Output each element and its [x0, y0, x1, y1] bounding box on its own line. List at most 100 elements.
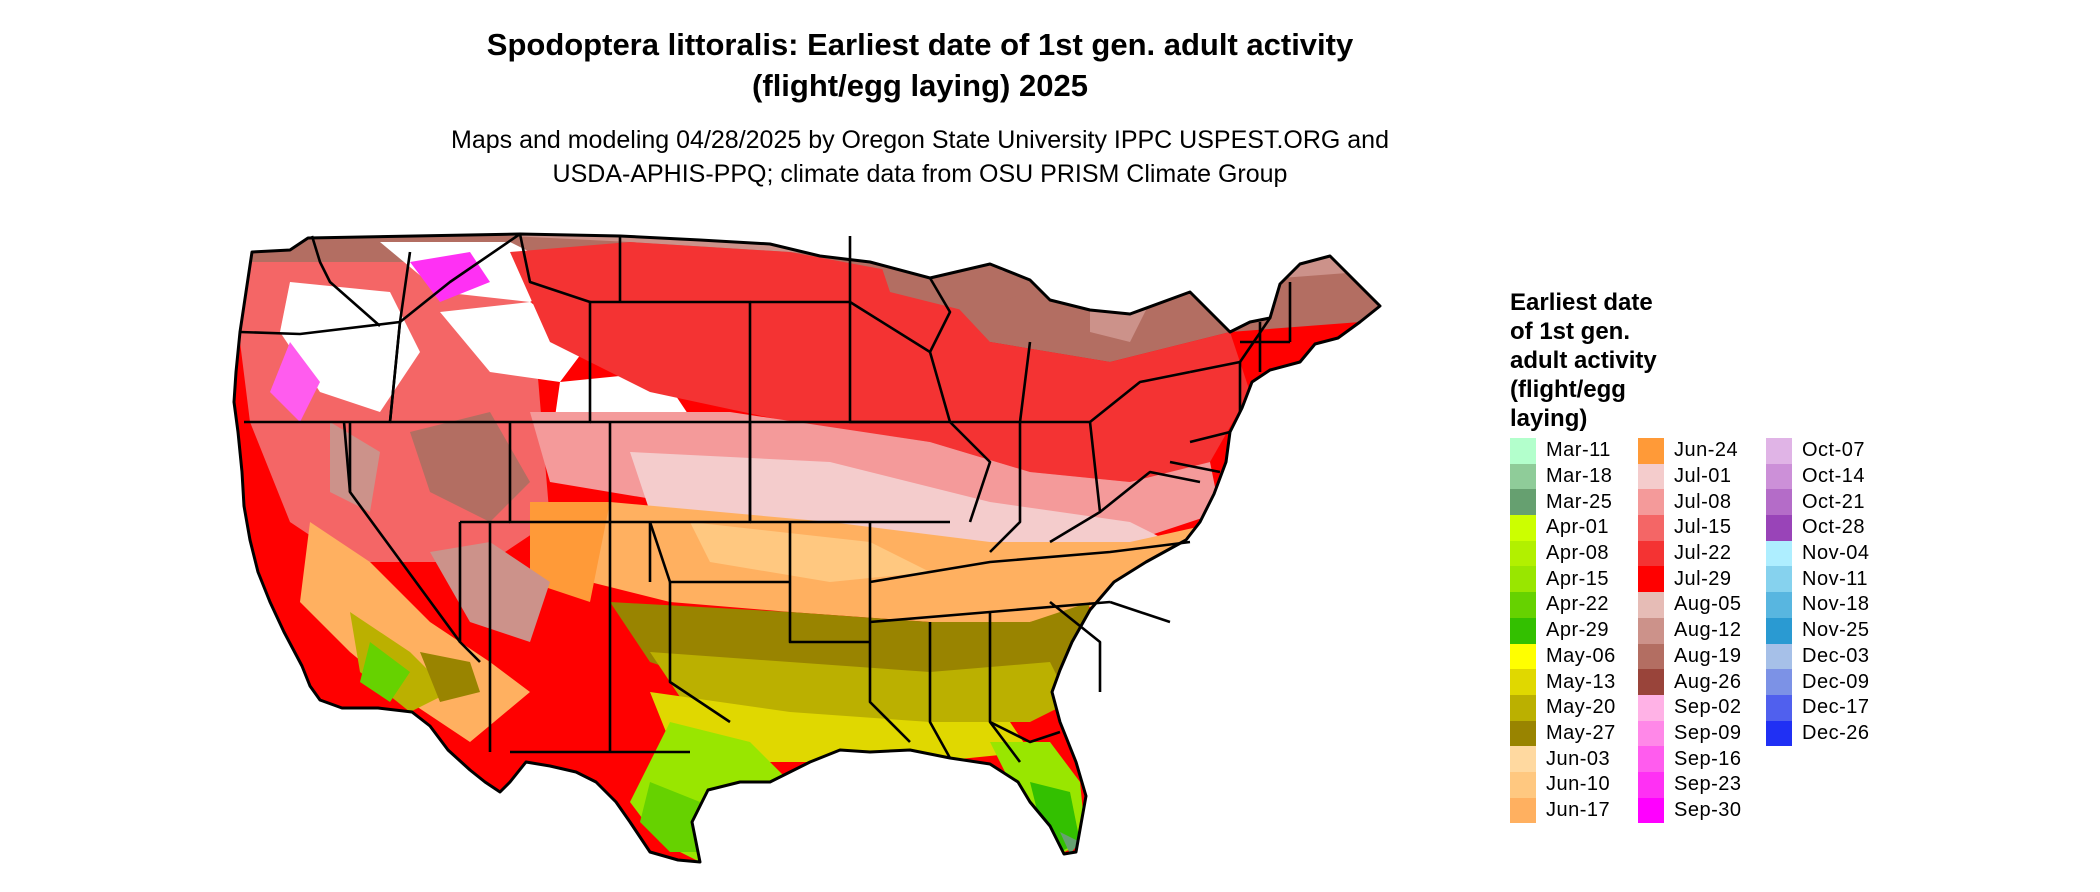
legend-title-line-3: adult activity	[1510, 347, 1657, 374]
legend-label: Mar-18	[1546, 465, 1613, 488]
legend-label: Sep-23	[1674, 773, 1742, 796]
legend-label: Jun-03	[1546, 747, 1611, 770]
legend-swatch	[1510, 797, 1536, 824]
legend-item: Jul-29	[1638, 566, 1742, 593]
legend-swatch	[1510, 669, 1536, 695]
legend-item: Jul-08	[1638, 489, 1742, 516]
legend-swatch	[1638, 617, 1664, 644]
legend-label: Dec-26	[1802, 721, 1870, 744]
legend-label: Jun-10	[1546, 773, 1611, 796]
legend-label: Apr-08	[1546, 542, 1610, 565]
subtitle-line-2: USDA-APHIS-PPQ; climate data from OSU PR…	[552, 160, 1288, 188]
legend-swatch	[1510, 694, 1536, 721]
legend-swatch	[1638, 566, 1664, 593]
legend-swatch	[1638, 720, 1664, 747]
legend-swatch	[1766, 540, 1792, 567]
legend-label: Jun-17	[1546, 798, 1611, 821]
us-phenology-map	[232, 232, 1382, 864]
legend-swatch	[1638, 515, 1664, 541]
legend-label: Jul-08	[1674, 490, 1732, 513]
legend-item: May-06	[1510, 643, 1616, 670]
legend-swatch	[1766, 617, 1792, 644]
legend-swatch	[1766, 438, 1792, 464]
legend-item: Jul-22	[1638, 540, 1742, 567]
legend-item: Sep-02	[1638, 694, 1742, 721]
legend-swatch	[1766, 694, 1792, 721]
legend-swatch	[1510, 566, 1536, 593]
legend-item: Oct-14	[1766, 463, 1869, 490]
legend-title-line-1: Earliest date	[1510, 289, 1653, 316]
legend-item: Mar-18	[1510, 463, 1616, 490]
legend-label: Jul-01	[1674, 465, 1732, 488]
legend-label: Jun-24	[1674, 439, 1739, 462]
legend-item: Dec-09	[1766, 669, 1869, 695]
legend-swatch	[1510, 515, 1536, 541]
legend-item: Mar-11	[1510, 438, 1616, 464]
legend-label: Jul-29	[1674, 567, 1732, 590]
legend-item: Aug-26	[1638, 669, 1742, 695]
legend-title: Earliest date of 1st gen. adult activity…	[1510, 288, 1730, 433]
legend-label: May-06	[1546, 644, 1616, 667]
legend-label: Sep-16	[1674, 747, 1742, 770]
legend-swatch	[1638, 438, 1664, 464]
legend-item: Aug-05	[1638, 592, 1742, 618]
legend-item: Dec-03	[1766, 643, 1870, 670]
legend-label: May-13	[1546, 670, 1616, 693]
legend-swatch	[1638, 643, 1664, 670]
legend-item: Jun-10	[1510, 771, 1616, 798]
legend-label: Oct-21	[1802, 490, 1866, 513]
legend-item: Oct-21	[1766, 489, 1869, 516]
legend-item: May-13	[1510, 669, 1616, 695]
legend-label: Mar-25	[1546, 490, 1613, 513]
legend-swatch	[1510, 463, 1536, 490]
legend-item: Jun-24	[1638, 438, 1742, 464]
legend-item: Aug-19	[1638, 643, 1742, 670]
map-title: Spodoptera littoralis: Earliest date of …	[250, 24, 1590, 106]
legend-label: Aug-26	[1674, 670, 1742, 693]
legend-swatch	[1766, 463, 1792, 490]
legend-item: Jun-03	[1510, 746, 1616, 772]
legend-item: Jul-01	[1638, 463, 1742, 490]
legend-swatch	[1638, 797, 1664, 824]
legend-label: Aug-19	[1674, 644, 1742, 667]
legend-label: Oct-28	[1802, 516, 1866, 539]
us-outline	[232, 232, 1382, 864]
legend-item: Jul-15	[1638, 515, 1742, 541]
legend-item: Dec-26	[1766, 720, 1870, 747]
legend-column-2: Jun-24 Jul-01 Jul-08 Jul-15 Jul-22 Jul-29 Aug-…	[1638, 438, 1742, 824]
legend-item: Nov-25	[1766, 617, 1869, 644]
map-fill	[234, 234, 1380, 862]
legend-swatch	[1638, 694, 1664, 721]
legend-item: Jun-17	[1510, 797, 1616, 824]
legend-swatch	[1510, 643, 1536, 670]
legend-label: Sep-02	[1674, 696, 1742, 719]
legend-swatch	[1766, 720, 1792, 747]
legend-label: Aug-05	[1674, 593, 1742, 616]
title-line-1: Spodoptera littoralis: Earliest date of …	[486, 27, 1354, 62]
legend-item: Nov-18	[1766, 592, 1869, 618]
legend-label: Dec-03	[1802, 644, 1870, 667]
legend-item: May-20	[1510, 694, 1616, 721]
state-borders	[239, 232, 1292, 763]
legend-item: Sep-09	[1638, 720, 1742, 747]
legend-swatch	[1510, 771, 1536, 798]
legend-item: Oct-07	[1766, 438, 1869, 464]
legend-swatch	[1510, 489, 1536, 516]
legend-swatch	[1638, 463, 1664, 490]
legend-label: Aug-12	[1674, 619, 1742, 642]
legend-item: Aug-12	[1638, 617, 1742, 644]
legend-item: May-27	[1510, 720, 1616, 747]
legend-label: Nov-04	[1802, 542, 1870, 565]
legend-swatch	[1766, 669, 1792, 695]
legend-label: Oct-07	[1802, 439, 1866, 462]
legend-label: Dec-17	[1802, 696, 1870, 719]
legend-item: Nov-11	[1766, 566, 1869, 593]
legend-swatch	[1638, 489, 1664, 516]
legend-item: Apr-15	[1510, 566, 1616, 593]
legend-swatch	[1510, 720, 1536, 747]
legend-swatch	[1766, 489, 1792, 516]
legend-item: Dec-17	[1766, 694, 1870, 721]
legend-item: Sep-23	[1638, 771, 1742, 798]
legend-item: Apr-29	[1510, 617, 1616, 644]
legend-item: Apr-01	[1510, 515, 1616, 541]
